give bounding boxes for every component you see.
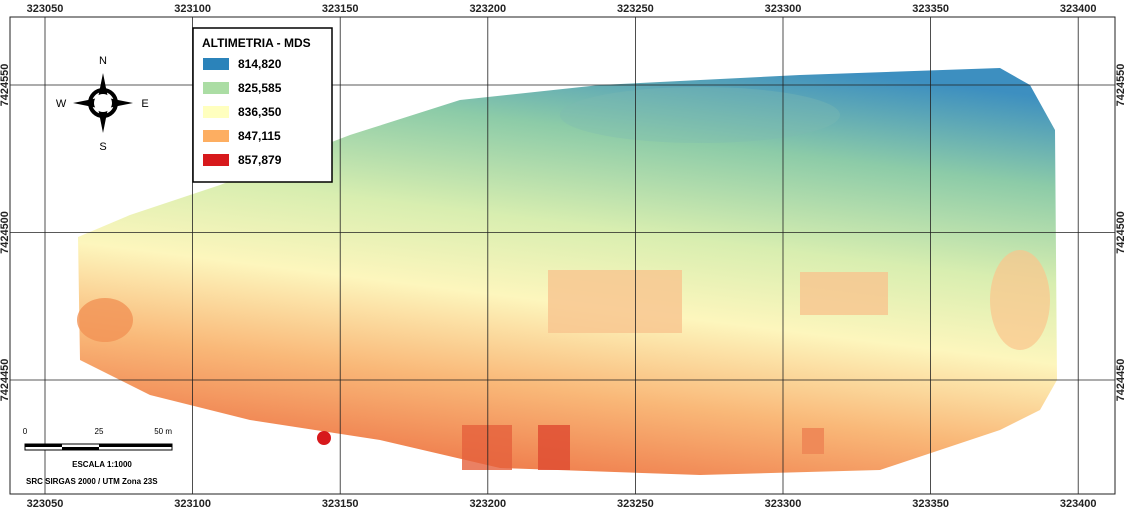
scale-tick: 25 [95,427,104,436]
tree-row [560,87,840,143]
x-coord-label: 323200 [469,3,506,15]
legend-swatch [203,106,229,118]
x-coord-label: 323150 [322,3,359,15]
vegetation [77,298,133,342]
y-coord-label: 7424500 [0,211,11,254]
legend-swatch [203,58,229,70]
legend-swatch [203,82,229,94]
scale-tick: 50 m [154,427,172,436]
y-coord-label: 7424550 [0,64,11,107]
x-coord-label: 323150 [322,498,359,510]
x-coord-label: 323050 [27,3,64,15]
x-coord-label: 323250 [617,498,654,510]
x-coord-label: 323400 [1060,498,1097,510]
x-coord-label: 323200 [469,498,506,510]
building [548,270,682,333]
compass-west: W [56,98,67,110]
x-coord-label: 323350 [912,498,949,510]
building [462,425,512,470]
scale-tick: 0 [23,427,28,436]
y-coord-label: 7424500 [1115,211,1126,254]
compass-north: N [99,55,107,67]
x-coord-label: 323100 [174,3,211,15]
y-coord-label: 7424550 [1115,64,1126,107]
x-coord-label: 323300 [765,498,802,510]
x-coord-label: 323250 [617,3,654,15]
building [800,272,888,315]
legend: ALTIMETRIA - MDS 814,820 825,585 836,350 84… [193,28,332,182]
map-page: 323050 323050 323100 323100 323150 323150 3232… [0,0,1126,512]
x-coord-label: 323100 [174,498,211,510]
crs-text: SRC SIRGAS 2000 / UTM Zona 23S [26,477,158,486]
building [802,428,824,454]
scale-text: ESCALA 1:1000 [72,460,132,469]
vegetation [990,250,1050,350]
legend-title: ALTIMETRIA - MDS [202,36,311,50]
legend-swatch [203,130,229,142]
x-coord-label: 323400 [1060,3,1097,15]
x-coord-label: 323350 [912,3,949,15]
x-coord-label: 323300 [765,3,802,15]
legend-label: 836,350 [238,105,282,119]
x-coord-label: 323050 [27,498,64,510]
compass-south: S [99,141,106,153]
y-coord-label: 7424450 [0,359,11,402]
legend-label: 814,820 [238,57,282,71]
vegetation [317,431,331,445]
legend-swatch [203,154,229,166]
legend-label: 857,879 [238,153,282,167]
y-coord-label: 7424450 [1115,359,1126,402]
building [538,425,570,470]
legend-label: 825,585 [238,81,282,95]
legend-label: 847,115 [238,129,281,143]
compass-east: E [141,98,148,110]
